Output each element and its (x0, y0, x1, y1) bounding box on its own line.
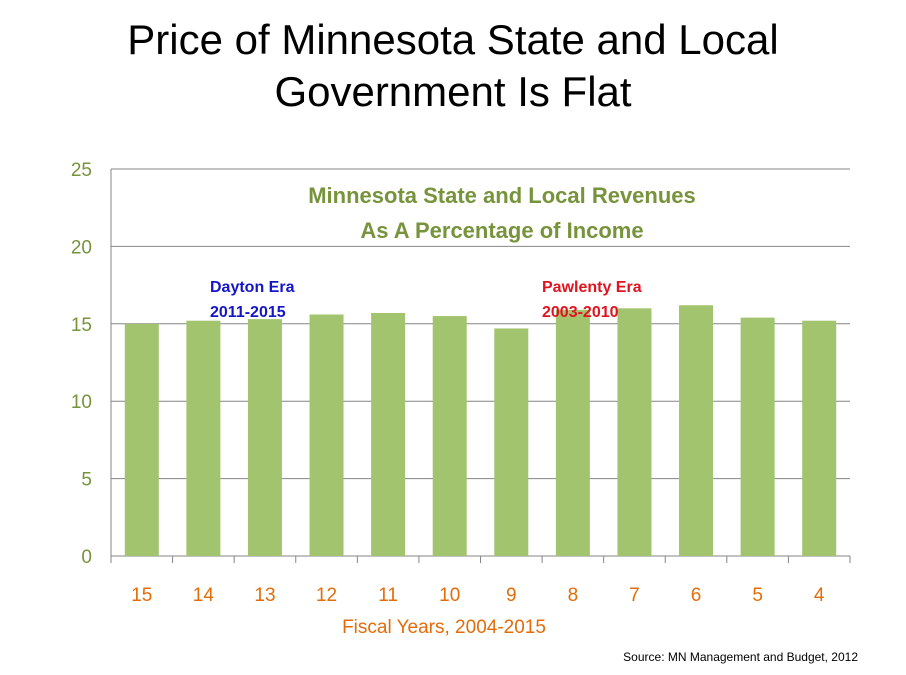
era-annotation-title: Pawlenty Era (542, 279, 642, 296)
bar (309, 314, 344, 556)
slide-title-line2: Government Is Flat (274, 68, 632, 115)
x-tick-label: 11 (378, 585, 398, 606)
era-annotation-title: Dayton Era (210, 279, 295, 296)
y-tick-label: 0 (81, 547, 92, 568)
slide-title-line1: Price of Minnesota State and Local (127, 16, 779, 63)
bar (740, 317, 775, 556)
x-tick-label: 9 (506, 585, 517, 606)
x-tick-label: 12 (316, 585, 337, 606)
x-tick-label: 6 (691, 585, 702, 606)
bar (555, 309, 590, 556)
y-tick-label: 15 (71, 315, 92, 336)
y-tick-label: 25 (71, 160, 92, 181)
x-tick-label: 13 (254, 585, 275, 606)
bar (802, 320, 837, 556)
x-tick-label: 14 (193, 585, 215, 606)
x-tick-label: 10 (439, 585, 460, 606)
bar (371, 312, 406, 556)
bar (679, 305, 714, 556)
bar (617, 308, 652, 556)
x-tick-label: 7 (629, 585, 640, 606)
x-axis-title: Fiscal Years, 2004-2015 (342, 617, 546, 638)
x-tick-label: 4 (814, 585, 825, 606)
y-tick-label: 10 (71, 392, 92, 413)
source-note: Source: MN Management and Budget, 2012 (623, 650, 858, 664)
y-tick-label: 5 (81, 470, 92, 491)
slide-title: Price of Minnesota State and Local Gover… (0, 14, 906, 118)
bar (247, 319, 282, 556)
bar (432, 316, 467, 556)
bar (124, 323, 159, 556)
bar (494, 328, 529, 556)
chart-title-line1: Minnesota State and Local Revenues (308, 183, 696, 208)
bar (186, 320, 221, 556)
y-tick-label: 20 (71, 237, 92, 258)
era-annotation-years: 2011-2015 (210, 304, 286, 321)
era-annotation-years: 2003-2010 (542, 304, 619, 321)
chart-title-line2: As A Percentage of Income (360, 218, 643, 243)
x-tick-label: 8 (568, 585, 579, 606)
x-tick-label: 15 (131, 585, 152, 606)
x-tick-label: 5 (752, 585, 763, 606)
